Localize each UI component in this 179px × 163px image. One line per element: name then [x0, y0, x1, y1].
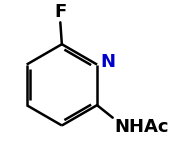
Text: N: N: [100, 53, 115, 71]
Text: F: F: [54, 3, 66, 21]
Text: NHAc: NHAc: [114, 119, 169, 136]
